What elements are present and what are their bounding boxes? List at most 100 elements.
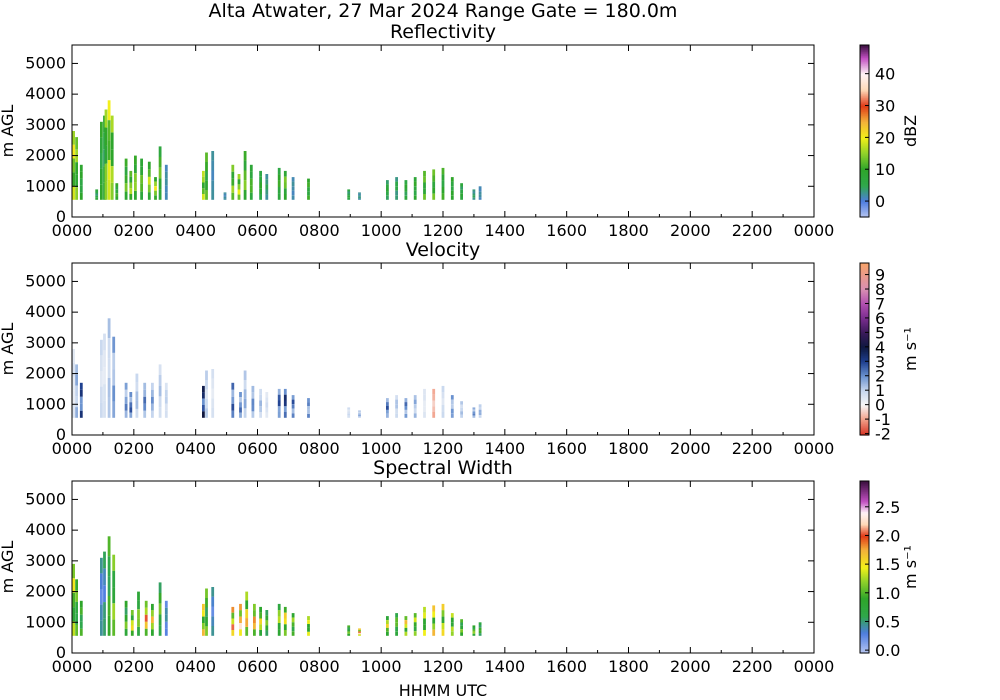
data-cell	[395, 399, 398, 405]
data-cell	[277, 394, 281, 401]
colorbar-segment	[860, 595, 869, 598]
colorbar-segment	[860, 587, 869, 590]
data-cell	[104, 127, 108, 146]
colorbar-segment	[860, 121, 869, 124]
data-cell	[307, 178, 310, 183]
colorbar-segment	[860, 281, 869, 284]
data-cell	[205, 389, 208, 399]
data-cell	[112, 570, 116, 588]
data-cell	[205, 616, 208, 627]
data-cell	[460, 196, 463, 200]
data-cell	[245, 627, 249, 636]
colorbar-segment	[860, 323, 869, 326]
data-cell	[404, 627, 408, 632]
data-cell	[143, 410, 147, 418]
data-cell	[259, 188, 262, 195]
data-cell	[231, 185, 235, 193]
data-cell	[259, 606, 262, 613]
data-cell	[245, 591, 249, 601]
colorbar-segment	[860, 215, 869, 218]
colorbar-segment	[860, 307, 869, 310]
data-cell	[110, 132, 114, 150]
data-cell	[253, 610, 256, 617]
x-tick-label: 2200	[732, 221, 773, 240]
data-cell	[404, 616, 408, 620]
x-tick-label: 0000	[52, 657, 93, 676]
data-cell	[358, 628, 361, 630]
colorbar-tick-label: 7	[875, 294, 885, 313]
data-cell	[134, 182, 137, 191]
data-cell	[291, 186, 295, 191]
y-tick-label: 1000	[25, 394, 66, 413]
data-cell	[259, 388, 262, 395]
colorbar-segment	[860, 513, 869, 516]
colorbar-segment	[860, 331, 869, 334]
colorbar-segment	[860, 83, 869, 86]
data-cell	[107, 556, 111, 577]
colorbar-segment	[860, 153, 869, 156]
data-cell	[107, 179, 111, 200]
data-cell	[413, 622, 417, 627]
colorbar-frame	[859, 44, 870, 218]
colorbar-segment	[860, 211, 869, 214]
data-cell	[283, 176, 287, 183]
colorbar-segment	[860, 189, 869, 192]
data-cell	[386, 631, 389, 636]
data-cell	[130, 615, 134, 621]
colorbar-segment	[860, 493, 869, 496]
data-cell	[395, 631, 398, 636]
data-cell	[259, 624, 262, 631]
colorbar-segment	[860, 397, 869, 400]
data-cell	[211, 378, 215, 389]
data-cell	[72, 592, 75, 608]
colorbar-segment	[860, 385, 869, 388]
colorbar-segment	[860, 561, 869, 564]
data-cell	[164, 410, 168, 418]
colorbar-segment	[860, 163, 869, 166]
colorbar-segment	[860, 523, 869, 526]
data-cell	[283, 388, 287, 395]
data-cell	[231, 403, 235, 411]
data-cell	[347, 625, 351, 628]
data-cell	[423, 612, 426, 619]
colorbar-segment	[860, 495, 869, 498]
data-cell	[137, 600, 140, 610]
colorbar-segment	[860, 375, 869, 378]
colorbar-segment	[860, 197, 869, 200]
data-cell	[103, 333, 106, 351]
data-cell	[205, 171, 208, 181]
colorbar-segment	[860, 333, 869, 336]
colorbar-segment	[860, 321, 869, 324]
data-cell	[283, 606, 287, 613]
data-cell	[243, 160, 247, 171]
data-cell	[158, 582, 162, 594]
colorbar-segment	[860, 429, 869, 432]
data-cell	[100, 620, 103, 636]
colorbar-tick-label: 40	[875, 65, 895, 84]
data-cell	[112, 603, 116, 620]
data-cell	[75, 601, 78, 614]
data-cell	[395, 195, 398, 200]
colorbar-segment	[860, 341, 869, 344]
colorbar-tick-label: 10	[875, 160, 895, 179]
colorbar-segment	[860, 317, 869, 320]
colorbar-tick-label: -2	[875, 425, 891, 444]
colorbar-segment	[860, 347, 869, 350]
colorbar-segment	[860, 93, 869, 96]
data-cell	[253, 623, 256, 630]
colorbar-segment	[860, 543, 869, 546]
colorbar-segment	[860, 355, 869, 358]
data-cell	[283, 394, 287, 401]
data-cell	[472, 413, 476, 416]
data-cell	[441, 603, 445, 611]
x-tick-label: 1600	[546, 221, 587, 240]
heatmap-cells	[72, 536, 482, 636]
data-cell	[243, 370, 247, 380]
data-cell	[75, 613, 78, 625]
data-cell	[140, 158, 143, 167]
colorbar-tick-label: 9	[875, 266, 885, 285]
data-cell	[72, 621, 75, 636]
data-cell	[72, 376, 75, 391]
colorbar-segment	[860, 271, 869, 274]
